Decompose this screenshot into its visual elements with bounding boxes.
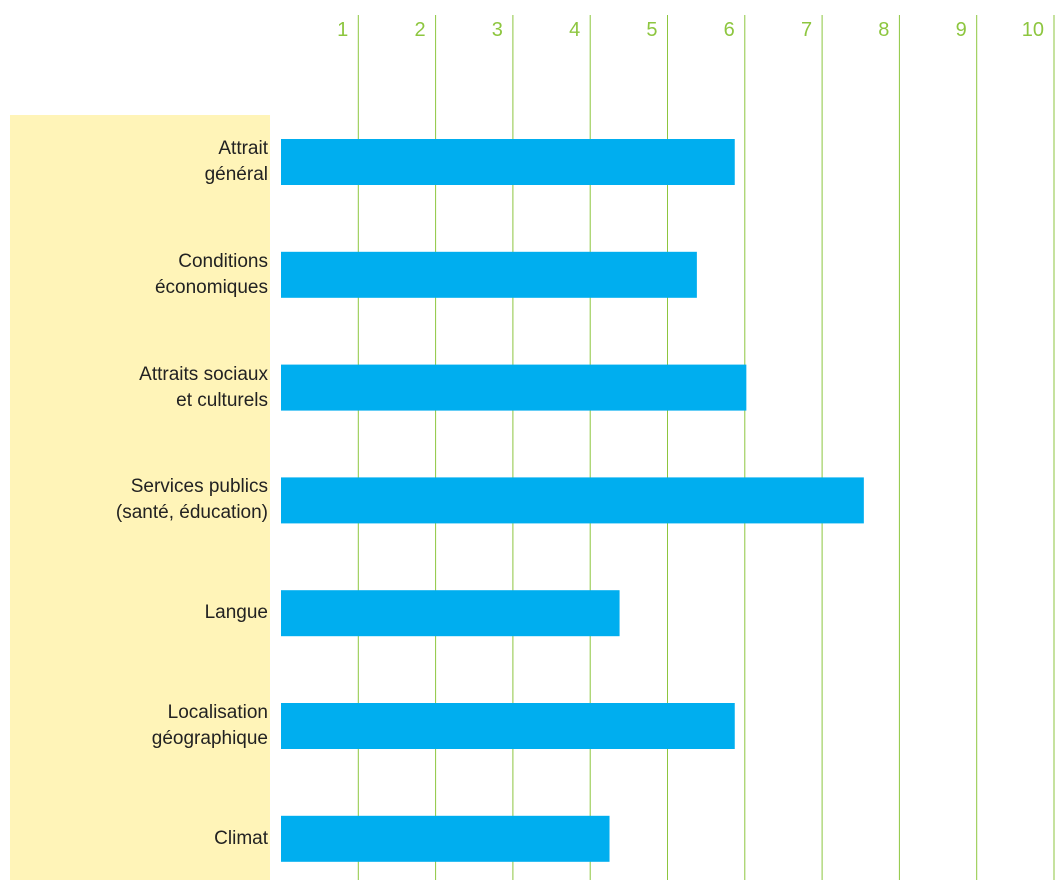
category-label: Attraits sociaux et culturels [139,363,268,411]
bar [281,815,610,862]
category-label: Localisation géographique [151,702,268,749]
x-tick-label: 5 [646,19,657,41]
x-tick-label: 6 [724,19,735,41]
x-tick-label: 3 [492,19,503,41]
category-label: Services publics (santé, éducation) [115,476,268,524]
category-label: Attrait général [204,138,268,185]
x-tick-label: 10 [1022,19,1044,41]
x-tick-label: 1 [337,19,348,41]
bar [281,139,735,185]
bar [281,364,747,411]
bar [281,251,697,298]
category-label: Conditions économiques [154,250,268,298]
x-tick-label: 8 [878,19,889,41]
x-tick-label: 2 [414,19,425,41]
bar [281,590,620,637]
label-panel: Attrait général Conditions économiques Att… [10,115,270,880]
x-tick-label: 4 [569,19,580,41]
bar [281,477,864,524]
x-tick-label: 9 [956,19,967,41]
x-tick-label: 7 [801,19,812,41]
category-label: Climat [214,827,268,849]
category-label: Langue [204,602,268,624]
bar [281,703,735,749]
